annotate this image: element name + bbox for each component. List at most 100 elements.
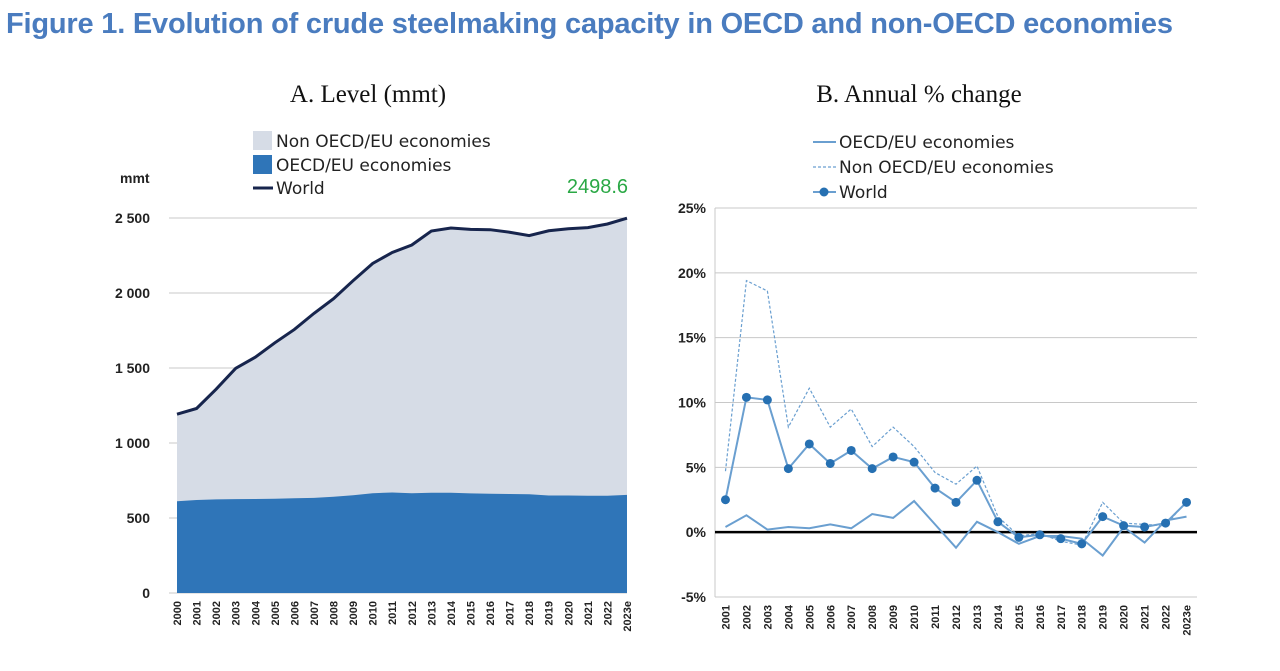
chart-a-xtick-label: 2009: [348, 601, 360, 625]
chart-a-xtick-label: 2014: [446, 600, 458, 625]
chart-b-title: B. Annual % change: [816, 81, 1022, 108]
chart-a-xtick-label: 2017: [505, 601, 517, 625]
chart-b-xtick-label: 2006: [825, 605, 837, 629]
chart-b-world-point: [930, 483, 940, 493]
chart-b-legend-non-oecd: Non OECD/EU economies: [839, 158, 1054, 178]
chart-b-world-point: [888, 452, 898, 462]
chart-a-xtick-label: 2019: [544, 601, 556, 625]
chart-a-legend-swatch-oecd: [253, 155, 272, 174]
chart-b-world-point: [825, 458, 835, 468]
chart-b-world-point: [720, 495, 730, 505]
chart-b-ytick-label: 20%: [678, 265, 707, 281]
chart-a-xtick-label: 2007: [309, 601, 321, 625]
chart-b-xtick-label: 2021: [1140, 605, 1152, 629]
chart-a-xtick-label: 2000: [172, 601, 184, 625]
chart-a-xtick-label: 2021: [583, 601, 595, 625]
chart-a-ytick-label: 2 500: [115, 210, 150, 226]
chart-b-world-point: [804, 439, 814, 449]
chart-a-xtick-label: 2008: [329, 601, 341, 625]
chart-a-xtick-label: 2002: [211, 601, 223, 625]
chart-b-world-point: [1014, 532, 1024, 542]
chart-b-xtick-label: 2010: [909, 605, 921, 629]
chart-a-line-world: [176, 216, 628, 416]
chart-a-level: A. Level (mmt) mmt 0 500 1 000 1 500 2 000 2 50…: [115, 81, 634, 632]
chart-b-xtick-label: 2020: [1119, 605, 1131, 629]
chart-b-ytick-label: 10%: [678, 395, 707, 411]
chart-b-ytick-label: -5%: [681, 589, 706, 605]
chart-a-xtick-label: 2006: [289, 601, 301, 625]
chart-a-annotation: 2498.6: [567, 176, 628, 198]
chart-a-xtick-label: 2012: [407, 601, 419, 625]
chart-a-area-oecd: [177, 492, 627, 593]
chart-b-world-point: [762, 395, 772, 405]
chart-a-xtick-label: 2018: [524, 601, 536, 625]
chart-a-xtick-label: 2020: [563, 601, 575, 625]
chart-b-xtick-label: 2017: [1056, 605, 1068, 629]
chart-a-xtick-label: 2011: [387, 601, 399, 625]
chart-a-xtick-label: 2015: [465, 601, 477, 625]
chart-b-annual-change: B. Annual % change -5% 0% 5% 10% 15% 20% 25% 200…: [678, 81, 1197, 636]
chart-b-xtick-label: 2003: [762, 605, 774, 629]
chart-b-xtick-label: 2004: [783, 604, 795, 629]
chart-b-world-point: [783, 464, 793, 474]
chart-b-world-point: [867, 464, 877, 474]
chart-b-xtick-label: 2012: [951, 605, 963, 629]
chart-b-world-point: [1140, 522, 1150, 532]
chart-b-xtick-label: 2011: [930, 605, 942, 629]
chart-b-world-point: [1182, 497, 1192, 507]
chart-b-ytick-label: 25%: [678, 200, 707, 216]
chart-b-xtick-label: 2019: [1098, 605, 1110, 629]
chart-b-world-point: [993, 517, 1003, 527]
chart-b-xtick-label: 2013: [972, 605, 984, 629]
chart-b-world-point: [1056, 534, 1066, 544]
chart-b-world-point: [1035, 530, 1045, 540]
chart-a-legend-oecd: OECD/EU economies: [276, 156, 452, 176]
chart-b-xtick-label: 2005: [804, 605, 816, 629]
chart-a-xtick-label: 2023e: [622, 601, 634, 632]
chart-a-ytick-label: 500: [127, 510, 151, 526]
chart-b-legend-swatch-world-marker: [819, 187, 829, 197]
chart-a-ylabel: mmt: [120, 170, 150, 186]
chart-a-ytick-label: 2 000: [115, 285, 150, 301]
chart-b-legend-oecd: OECD/EU economies: [839, 133, 1015, 153]
chart-a-title: A. Level (mmt): [290, 81, 446, 108]
chart-b-world-point: [741, 392, 751, 402]
chart-b-xtick-label: 2002: [741, 605, 753, 629]
chart-a-xtick-label: 2016: [485, 601, 497, 625]
chart-a-ytick-label: 1 500: [115, 360, 150, 376]
chart-b-world-point: [1161, 518, 1171, 528]
chart-b-xtick-label: 2015: [1014, 605, 1026, 629]
chart-b-ytick-label: 0%: [686, 524, 707, 540]
chart-b-xtick-label: 2001: [720, 605, 732, 629]
chart-a-legend-world: World: [276, 179, 325, 199]
chart-b-line-world: [724, 396, 1188, 545]
chart-b-xtick-label: 2014: [993, 604, 1005, 629]
chart-a-xtick-label: 2013: [426, 601, 438, 625]
chart-b-xtick-label: 2018: [1077, 605, 1089, 629]
chart-a-legend-non-oecd: Non OECD/EU economies: [276, 132, 491, 152]
chart-a-xtick-label: 2004: [250, 600, 262, 625]
chart-b-world-point: [972, 475, 982, 485]
chart-b-ytick-label: 15%: [678, 330, 707, 346]
chart-b-world-point: [909, 457, 919, 467]
chart-a-xtick-label: 2005: [270, 601, 282, 625]
chart-a-ytick-label: 0: [142, 585, 150, 601]
figure-title: Figure 1. Evolution of crude steelmaking…: [6, 8, 1173, 40]
chart-a-xtick-label: 2022: [602, 601, 614, 625]
chart-b-xtick-label: 2023e: [1182, 605, 1194, 636]
chart-b-line-oecd: [724, 499, 1187, 557]
chart-b-legend-world: World: [839, 183, 888, 203]
chart-b-world-point: [846, 445, 856, 455]
chart-b-world-point: [1098, 512, 1108, 522]
chart-b-xtick-label: 2016: [1035, 605, 1047, 629]
chart-b-world-point: [1077, 539, 1087, 549]
chart-b-xtick-label: 2022: [1161, 605, 1173, 629]
chart-a-ytick-label: 1 000: [115, 435, 150, 451]
chart-a-xtick-label: 2003: [231, 601, 243, 625]
chart-b-xtick-label: 2009: [888, 605, 900, 629]
chart-b-world-point: [951, 497, 961, 507]
chart-b-xtick-label: 2007: [846, 605, 858, 629]
chart-b-ytick-label: 5%: [686, 459, 707, 475]
chart-a-xtick-label: 2010: [368, 601, 380, 625]
chart-a-xtick-label: 2001: [192, 601, 204, 625]
